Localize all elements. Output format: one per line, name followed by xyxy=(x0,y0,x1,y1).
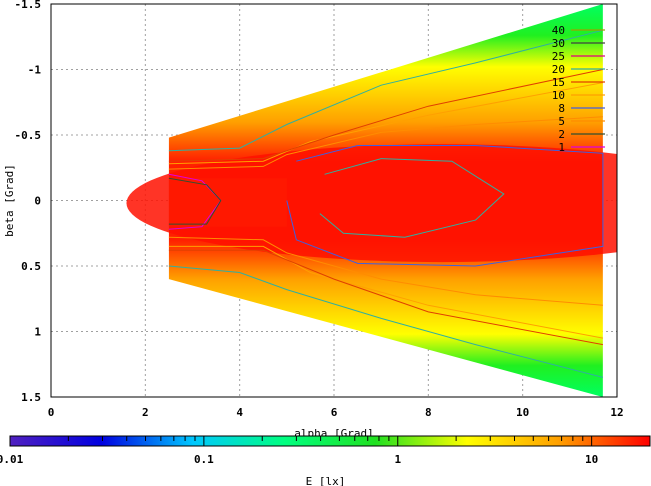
contour-line xyxy=(286,145,604,267)
x-tick-label: 8 xyxy=(425,406,432,419)
colorbar-label: E [lx] xyxy=(306,475,346,486)
legend-label: 2 xyxy=(558,128,565,141)
x-tick-label: 2 xyxy=(142,406,149,419)
contour-line xyxy=(168,236,603,306)
legend-label: 25 xyxy=(552,50,565,63)
y-tick-label: 1 xyxy=(34,326,41,339)
y-tick-label: 0 xyxy=(34,195,41,208)
colorbar-tick-label: 0.1 xyxy=(194,453,214,466)
y-tick-label: 0.5 xyxy=(21,260,41,273)
x-tick-label: 10 xyxy=(516,406,529,419)
legend-label: 30 xyxy=(552,37,565,50)
contour-line xyxy=(168,265,604,378)
legend-label: 10 xyxy=(552,89,565,102)
legend-label: 5 xyxy=(558,115,565,128)
y-tick-label: -1.5 xyxy=(15,0,42,11)
colorbar-ticks: 0.01 0.1 1 10 xyxy=(0,436,651,466)
contour-line xyxy=(319,158,505,238)
colorbar-tick-label: 0.01 xyxy=(0,453,24,466)
legend-label: 20 xyxy=(552,63,565,76)
contour-line xyxy=(168,69,604,162)
x-tick-label: 4 xyxy=(236,406,243,419)
plot-frame xyxy=(50,3,618,398)
x-tick-label: 0 xyxy=(48,406,55,419)
y-tick-label: -1 xyxy=(28,64,42,77)
y-tick-label: 1.5 xyxy=(21,391,41,404)
y-axis-ticks: -1.5 -1 -0.5 0 0.5 1 1.5 xyxy=(15,0,42,404)
legend-label: 8 xyxy=(558,102,565,115)
contour-line xyxy=(168,29,604,152)
legend-label: 15 xyxy=(552,76,565,89)
y-axis-label: beta [Grad] xyxy=(3,164,16,237)
colorbar-tick-label: 10 xyxy=(585,453,598,466)
contour-lines xyxy=(168,29,604,378)
colorbar-tick-label: 1 xyxy=(394,453,401,466)
contour-line xyxy=(168,245,603,339)
contour-line xyxy=(168,116,603,170)
contour-line xyxy=(168,82,603,165)
x-axis-ticks: 0 2 4 6 8 10 12 xyxy=(48,406,624,419)
x-tick-label: 6 xyxy=(331,406,338,419)
legend-label: 40 xyxy=(552,24,565,37)
y-tick-label: -0.5 xyxy=(15,129,42,142)
legend-label: 1 xyxy=(558,141,565,154)
contour-line xyxy=(168,249,603,346)
field-core xyxy=(126,144,617,263)
colorbar xyxy=(9,435,651,447)
illuminance-field xyxy=(126,4,617,397)
x-tick-label: 12 xyxy=(610,406,623,419)
contour-line xyxy=(168,177,222,225)
field-core-left xyxy=(168,178,287,227)
